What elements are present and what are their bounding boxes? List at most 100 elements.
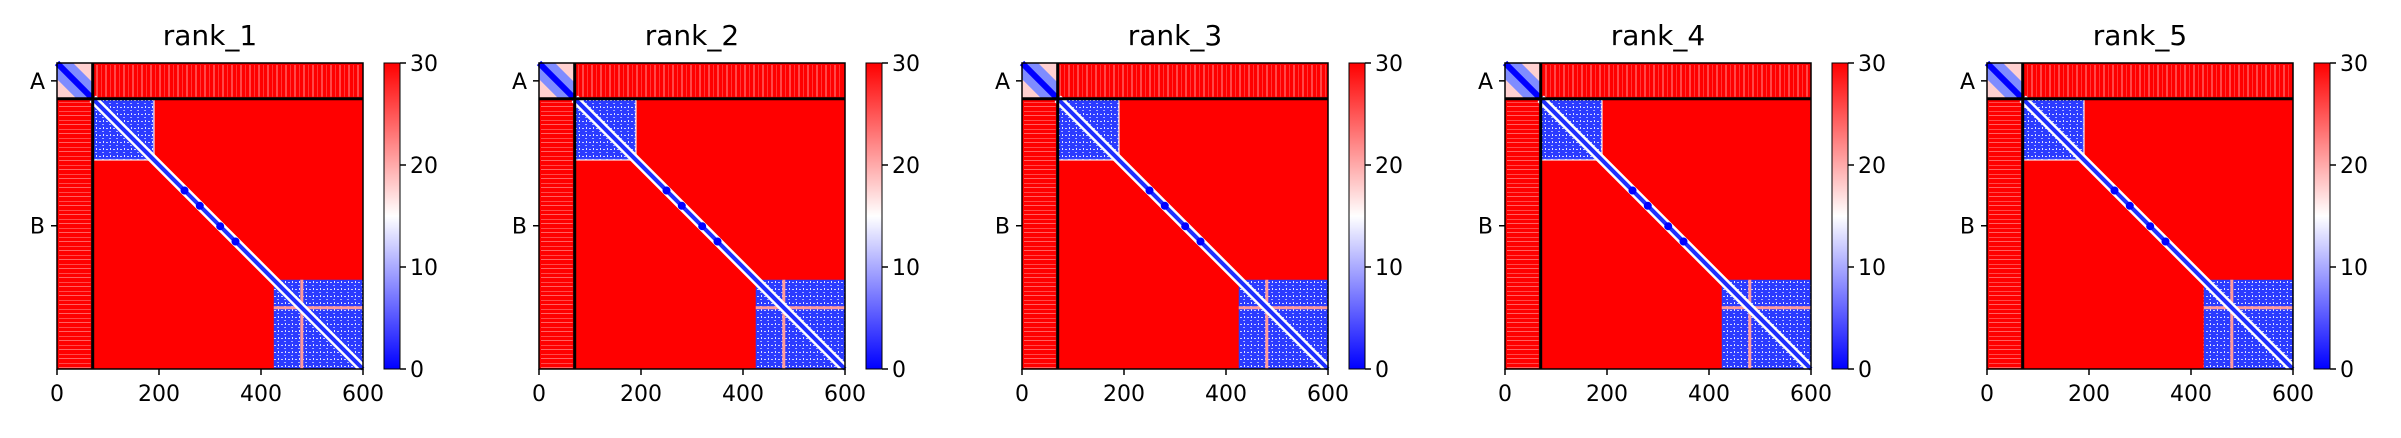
diagonal-bead — [1664, 222, 1673, 231]
block-a-corner — [1521, 63, 1541, 83]
colorbar-tick-label: 30 — [410, 52, 438, 77]
colorbar-tick-label: 20 — [410, 154, 438, 179]
colorbar — [1831, 62, 1849, 370]
diagonal-bead — [1643, 201, 1652, 210]
colorbar-tick-label: 10 — [410, 256, 438, 281]
colorbar-tick-label: 10 — [1375, 256, 1403, 281]
y-tick-label: B — [1478, 215, 1493, 240]
x-tick-label: 200 — [2068, 382, 2110, 407]
block-a-corner2 — [1987, 79, 2007, 99]
x-tick-label: 400 — [2170, 382, 2212, 407]
heatmap-noise-left — [1024, 98, 1056, 369]
block-a-corner2 — [1022, 79, 1042, 99]
y-tick-label: A — [30, 70, 45, 95]
heatmap-noise-left — [59, 98, 91, 369]
x-tick-label: 400 — [722, 382, 764, 407]
diagonal-a — [1502, 60, 1543, 101]
diagonal-a — [536, 60, 577, 101]
panel-title: rank_2 — [645, 19, 739, 52]
x-tick-label: 200 — [1586, 382, 1628, 407]
x-tick-label: 200 — [1103, 382, 1145, 407]
colorbar — [865, 62, 883, 370]
panel-5: rank_5 0 200 400 600 A B 0 10 20 30 — [1960, 19, 2368, 407]
block-a-corner — [2003, 63, 2023, 83]
diagonal-a — [1019, 60, 1060, 101]
colorbar-tick-label: 20 — [1375, 154, 1403, 179]
heatmap-noise-left — [541, 98, 573, 369]
diagonal-bead — [1196, 237, 1205, 246]
diagonal-bead — [1181, 222, 1190, 231]
diagonal-bead — [1628, 186, 1637, 195]
x-tick-label: 600 — [2272, 382, 2314, 407]
block-a-corner — [555, 63, 575, 83]
diagonal-bead — [2110, 186, 2119, 195]
colorbar-tick-label: 20 — [892, 154, 920, 179]
block-a-corner2 — [1505, 79, 1525, 99]
heatmap-noise-left — [1507, 98, 1539, 369]
y-tick-label: B — [30, 215, 45, 240]
colorbar-tick-label: 0 — [1375, 358, 1389, 383]
x-tick-label: 600 — [1307, 382, 1349, 407]
heatmap-noise-top — [94, 65, 361, 97]
block-a-corner2 — [539, 79, 559, 99]
diagonal-b — [91, 97, 365, 371]
colorbar — [383, 62, 401, 370]
diagonal-bead — [195, 201, 204, 210]
y-tick-label: B — [512, 215, 527, 240]
colorbar-tick-label: 0 — [1858, 358, 1872, 383]
diagonal-bead — [2125, 201, 2134, 210]
colorbar-tick-label: 0 — [892, 358, 906, 383]
x-tick-label: 0 — [1980, 382, 1994, 407]
x-tick-label: 400 — [1688, 382, 1730, 407]
x-tick-label: 0 — [50, 382, 64, 407]
diagonal-bead — [216, 222, 225, 231]
panel-title: rank_1 — [163, 19, 257, 52]
heatmap-noise-top — [2024, 65, 2291, 97]
block-a-corner — [73, 63, 93, 83]
colorbar-tick-label: 30 — [1858, 52, 1886, 77]
y-tick-label: B — [995, 215, 1010, 240]
diagonal-b — [2021, 97, 2295, 371]
colorbar-tick-label: 10 — [892, 256, 920, 281]
colorbar-tick-label: 0 — [2340, 358, 2354, 383]
axes-frame — [1021, 62, 1329, 370]
axes-frame — [1504, 62, 1812, 370]
diagonal-a — [1984, 60, 2025, 101]
x-tick-label: 0 — [1015, 382, 1029, 407]
diagonal-bead — [713, 237, 722, 246]
panel-title: rank_3 — [1128, 19, 1222, 52]
colorbar — [2313, 62, 2331, 370]
diagonal-bead — [1679, 237, 1688, 246]
x-tick-label: 600 — [824, 382, 866, 407]
axes-frame — [56, 62, 364, 370]
diagonal-bead — [180, 186, 189, 195]
panel-2: rank_2 0 200 400 600 A B 0 10 20 30 — [512, 19, 920, 407]
heatmap-noise-left — [1989, 98, 2021, 369]
diagonal-b — [1539, 97, 1813, 371]
diagonal-bead — [2146, 222, 2155, 231]
heatmap-noise-top — [576, 65, 843, 97]
diagonal-b — [573, 97, 847, 371]
x-tick-label: 200 — [138, 382, 180, 407]
diagonal-bead — [1160, 201, 1169, 210]
colorbar-tick-label: 30 — [1375, 52, 1403, 77]
panel-4: rank_4 0 200 400 600 A B 0 10 20 30 — [1478, 19, 1886, 407]
block-a-corner2 — [57, 79, 77, 99]
x-tick-label: 400 — [240, 382, 282, 407]
axes-frame — [538, 62, 846, 370]
colorbar-tick-label: 30 — [2340, 52, 2368, 77]
colorbar-tick-label: 20 — [2340, 154, 2368, 179]
diagonal-bead — [662, 186, 671, 195]
x-tick-label: 600 — [342, 382, 384, 407]
diagonal-a — [54, 60, 95, 101]
colorbar-tick-label: 10 — [1858, 256, 1886, 281]
diagonal-bead — [698, 222, 707, 231]
x-tick-label: 400 — [1205, 382, 1247, 407]
y-tick-label: A — [995, 70, 1010, 95]
colorbar-tick-label: 30 — [892, 52, 920, 77]
colorbar-tick-label: 10 — [2340, 256, 2368, 281]
panel-title: rank_4 — [1611, 19, 1705, 52]
diagonal-bead — [231, 237, 240, 246]
heatmap-noise-top — [1059, 65, 1326, 97]
